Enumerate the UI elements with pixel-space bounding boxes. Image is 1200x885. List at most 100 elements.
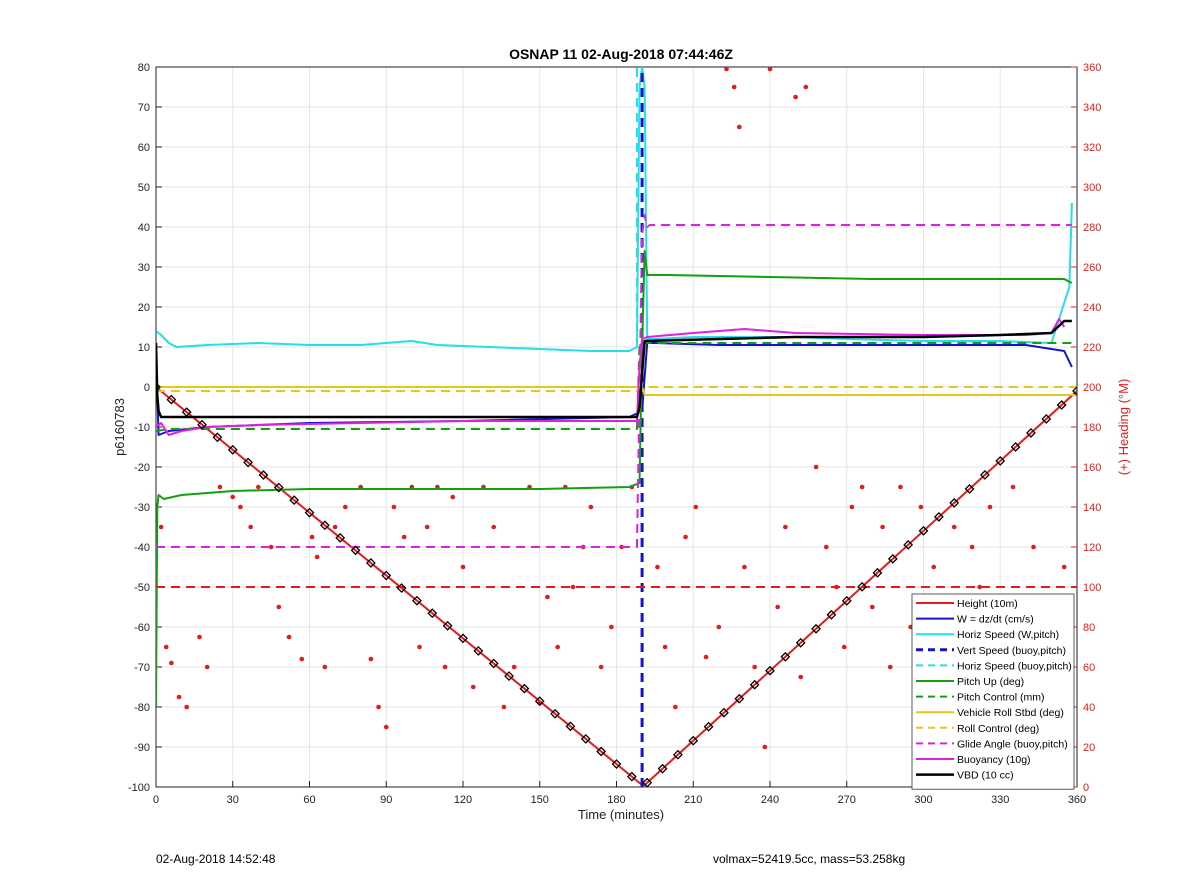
heading-point [286, 634, 292, 640]
height-marker [258, 470, 269, 480]
y-axis-label: p6160783 [112, 398, 127, 456]
height-marker [657, 763, 668, 774]
y-tick-label: 40 [138, 222, 150, 234]
heading-point [1010, 484, 1016, 490]
height-marker [734, 693, 745, 704]
heading-point [401, 534, 407, 540]
legend-label: Buoyancy (10g) [957, 754, 1031, 766]
x-tick-label: 240 [761, 794, 779, 806]
heading-point [248, 524, 253, 530]
x-tick-label: 90 [380, 794, 392, 806]
height-marker [857, 581, 868, 592]
y-right-tick-label: 20 [1083, 742, 1095, 754]
heading-point [238, 504, 243, 510]
legend: Height (10m) W = dz/dt (cm/s) Horiz Speed … [911, 593, 1075, 790]
heading-point [870, 604, 875, 610]
legend-label: Vehicle Roll Stbd (deg) [957, 707, 1064, 719]
x-axis: 0 30 60 90 120 150 180 210 240 270 300 330 360 [153, 781, 1086, 806]
height-marker [166, 394, 177, 405]
heading-point [813, 464, 819, 470]
y-tick-label: 50 [138, 182, 150, 194]
y-axis-right: 0 20 40 60 80 100 120 140 160 180 200 220 240 260 280 3… [1071, 62, 1101, 794]
height-marker [504, 671, 514, 681]
height-marker [458, 633, 468, 644]
y-right-tick-label: 60 [1083, 662, 1095, 674]
height-marker [1026, 428, 1036, 438]
y-right-tick-label: 300 [1083, 182, 1101, 194]
heading-point [731, 84, 737, 90]
y-tick-label: 70 [138, 102, 150, 114]
height-marker [795, 637, 806, 648]
heading-point [588, 504, 594, 510]
height-marker [243, 457, 254, 468]
y-right-tick-label: 120 [1083, 542, 1101, 554]
height-marker [979, 470, 990, 480]
height-marker [672, 749, 683, 760]
y-right-tick-label: 80 [1083, 622, 1095, 634]
series-line [156, 319, 1072, 419]
heading-point [555, 644, 560, 650]
legend-label: Horiz Speed (buoy,pitch) [957, 660, 1072, 672]
y-tick-label: -70 [134, 662, 150, 674]
height-marker [550, 708, 561, 719]
y-tick-label: 30 [138, 262, 150, 274]
heading-point [314, 554, 320, 560]
x-axis-label: Time (minutes) [578, 807, 664, 822]
series-line [156, 342, 1072, 432]
legend-box [911, 593, 1075, 790]
y-tick-label: -30 [134, 502, 150, 514]
y-right-tick-label: 0 [1083, 782, 1089, 794]
heading-point [977, 584, 983, 590]
y-tick-label: -40 [134, 542, 150, 554]
height-marker [596, 746, 607, 757]
height-marker [872, 567, 883, 578]
heading-point [163, 644, 169, 650]
height-marker [289, 495, 300, 506]
heading-point [383, 724, 389, 730]
legend-label: Pitch Up (deg) [957, 676, 1024, 688]
legend-label: W = dz/dt (cm/s) [957, 614, 1034, 626]
heading-point [724, 67, 729, 72]
footer-volmax-mass: volmax=52419.5cc, mass=53.258kg [713, 852, 906, 866]
y-axis-right-label: (+) Heading (°M) [1116, 379, 1131, 476]
heading-point [197, 634, 202, 640]
heading-point [703, 654, 709, 660]
height-marker [995, 456, 1006, 466]
heading-point [767, 67, 773, 72]
height-marker [473, 646, 484, 656]
heading-point [460, 564, 466, 570]
heading-point [798, 674, 803, 680]
height-marker [412, 595, 422, 606]
y-right-tick-label: 320 [1083, 142, 1101, 154]
x-tick-label: 210 [684, 794, 702, 806]
x-tick-label: 150 [531, 794, 549, 806]
y-right-tick-label: 100 [1083, 582, 1101, 594]
x-tick-label: 300 [914, 794, 932, 806]
height-marker [1072, 386, 1077, 396]
height-marker [156, 382, 161, 392]
heading-point [662, 644, 668, 650]
series-line [156, 214, 1072, 548]
series-line [156, 386, 1077, 392]
height-marker [304, 507, 315, 518]
y-tick-label: -90 [134, 742, 150, 754]
height-marker [703, 721, 714, 732]
heading-point [204, 664, 210, 670]
height-marker [749, 679, 760, 690]
heading-point [442, 664, 448, 670]
height-marker [811, 623, 821, 634]
x-tick-label: 120 [454, 794, 472, 806]
heading-point [230, 494, 236, 500]
heading-point [673, 704, 678, 710]
heading-point [299, 656, 305, 662]
heading-point [716, 624, 722, 630]
height-marker [949, 497, 960, 508]
y-tick-label: 20 [138, 302, 150, 314]
heading-point [783, 524, 788, 530]
x-tick-label: 270 [838, 794, 856, 806]
height-marker [688, 735, 699, 746]
heading-point [217, 484, 223, 490]
y-right-tick-label: 280 [1083, 222, 1101, 234]
legend-label: Pitch Control (mm) [957, 692, 1045, 704]
